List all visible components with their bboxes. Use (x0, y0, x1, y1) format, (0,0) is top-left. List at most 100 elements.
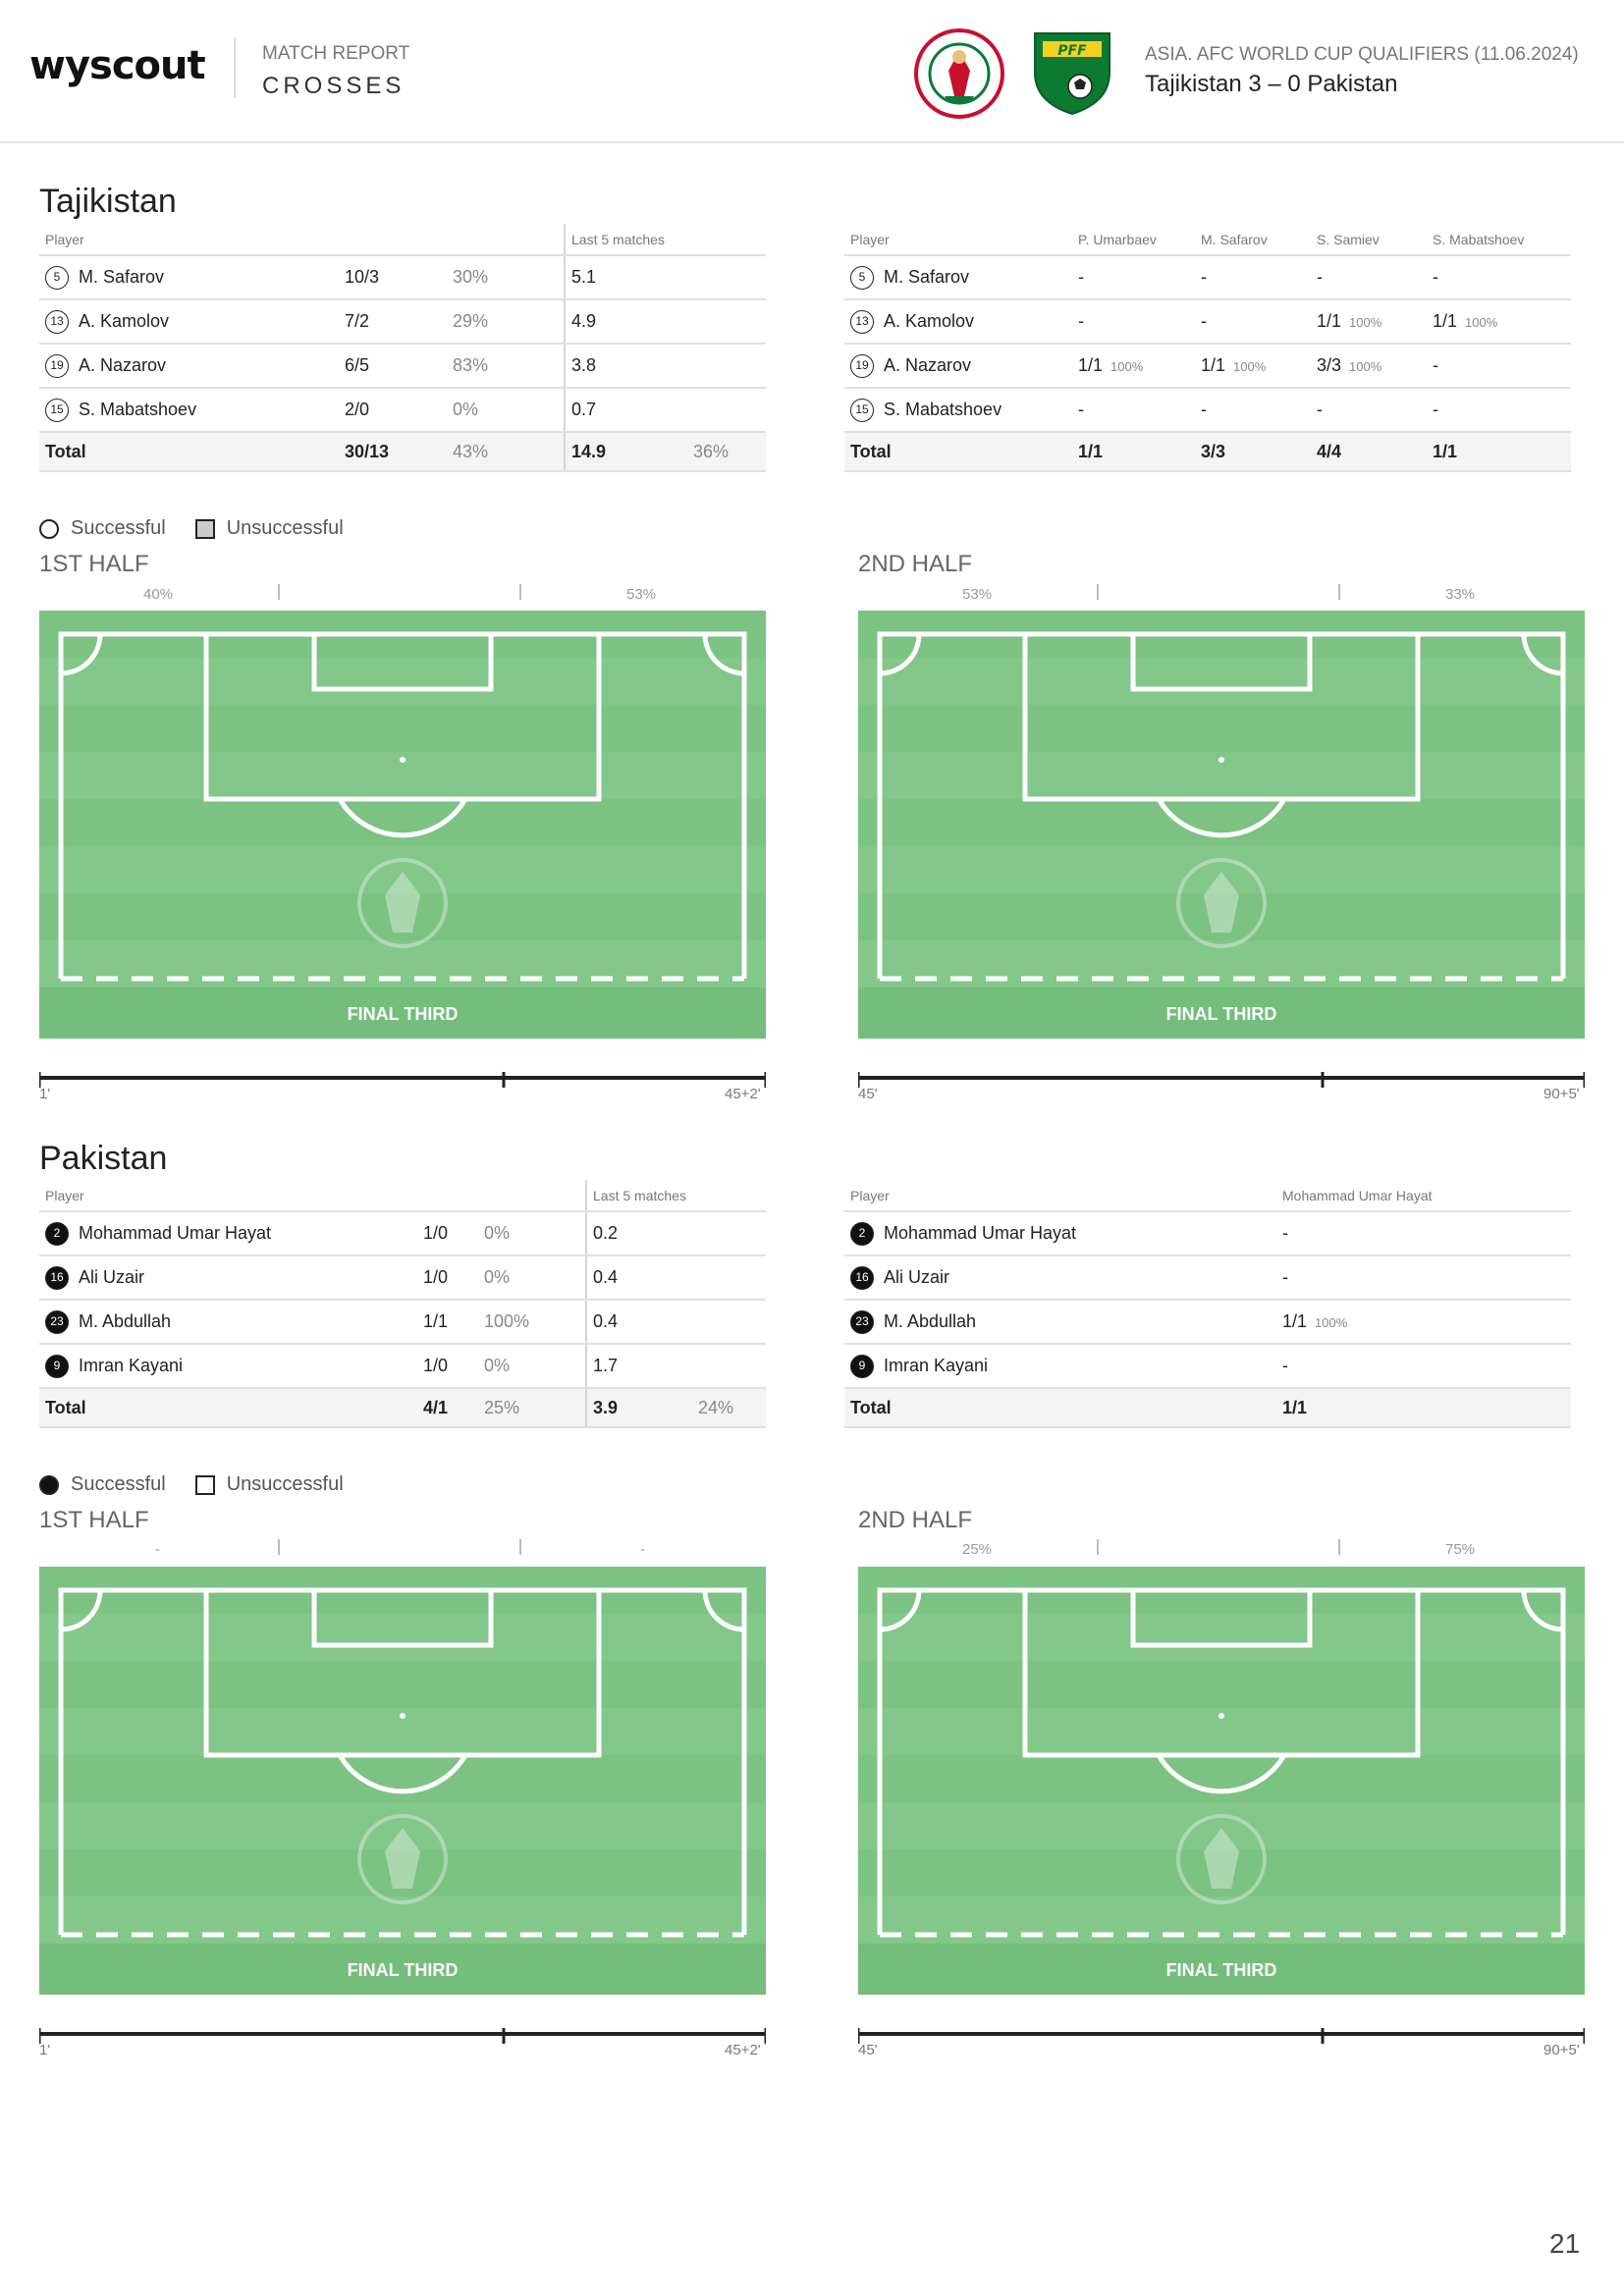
player-name: Ali Uzair (79, 1266, 145, 1287)
player-name: Ali Uzair (884, 1266, 950, 1287)
pitch-stripe (39, 658, 766, 705)
penalty-spot (400, 757, 406, 763)
cell-value: - (1317, 267, 1323, 287)
cell-value: 1/1 (1282, 1311, 1308, 1331)
accuracy-value: 29% (447, 299, 565, 345)
cell-value: - (1282, 1223, 1288, 1243)
table-row[interactable]: 9 Imran Kayani - (844, 1344, 1571, 1389)
player-name: M. Abdullah (79, 1310, 172, 1331)
team-watermark-icon (1176, 858, 1267, 948)
cell-value: - (1433, 400, 1438, 419)
team-title-pakistan: Pakistan (39, 1140, 168, 1177)
table-row[interactable]: 23 M. Abdullah 1/1 100% (844, 1300, 1571, 1345)
6-yard-box (1130, 1587, 1313, 1648)
table-row[interactable]: 19 A. Nazarov 1/1 100% 1/1 100% 3/3 100% - (844, 344, 1571, 389)
zone-pct-left: 25% (962, 1541, 993, 1558)
table-row[interactable]: 2 Mohammad Umar Hayat 1/0 0% 0.2 (39, 1211, 766, 1256)
zone-divider (519, 584, 521, 600)
col-player: Player (844, 224, 1072, 256)
cell-value: 1/1 (1201, 355, 1226, 375)
col-recipient: P. Umarbaev (1072, 224, 1195, 256)
accuracy-value: 30% (447, 255, 565, 300)
half-label: 2ND HALF (858, 551, 973, 577)
cell-pct: 100% (1110, 359, 1144, 374)
table-row[interactable]: 19 A. Nazarov 6/5 83% 3.8 (39, 344, 766, 389)
total-crosses: 4/1 (417, 1388, 478, 1428)
pff-badge: PFF (1034, 32, 1110, 116)
player-name: A. Kamolov (79, 310, 170, 331)
timeline-end: 45+2' (725, 1086, 761, 1102)
tajikistan-federation-badge (914, 28, 1004, 119)
pitch-tajikistan-1st-half: FINAL THIRD (39, 611, 766, 1039)
total-last5-pct: 36% (687, 432, 766, 472)
table-row[interactable]: 13 A. Kamolov 7/2 29% 4.9 (39, 299, 766, 345)
cell-value: - (1078, 311, 1084, 331)
corner-arc (60, 633, 103, 676)
half-label: 1ST HALF (39, 551, 149, 577)
last5-value: 0.4 (585, 1300, 692, 1345)
legend-unsuccessful: Unsuccessful (226, 1473, 344, 1495)
table-row[interactable]: 16 Ali Uzair - (844, 1255, 1571, 1301)
player-number: 19 (850, 353, 874, 378)
zone-pct-left: 53% (962, 586, 993, 603)
zone-divider (1338, 584, 1340, 600)
timeline-pakistan-1st-half (39, 2028, 766, 2044)
crosses-value: 6/5 (339, 344, 447, 389)
cell-value: 1/1 (1433, 311, 1458, 331)
legend-successful: Successful (71, 517, 166, 539)
player-name: Imran Kayani (884, 1355, 989, 1375)
cell-value: - (1201, 311, 1207, 331)
penalty-arc (1156, 1753, 1287, 1794)
player-name: Imran Kayani (79, 1355, 184, 1375)
table-row[interactable]: 2 Mohammad Umar Hayat - (844, 1211, 1571, 1256)
pitch-stripe (858, 658, 1585, 705)
timeline-end: 45+2' (725, 2042, 761, 2058)
unsuccessful-marker-icon (194, 518, 215, 539)
table-row[interactable]: 13 A. Kamolov - - 1/1 100% 1/1 100% (844, 299, 1571, 345)
cell-value: - (1317, 400, 1323, 419)
pitch-stripe (39, 1755, 766, 1802)
timeline-start: 45' (858, 2042, 878, 2058)
accuracy-value: 0% (478, 1211, 586, 1256)
corner-arc (879, 1589, 922, 1632)
zone-pct-right: 53% (626, 586, 657, 603)
total-accuracy: 25% (478, 1388, 586, 1428)
total-value: 3/3 (1195, 432, 1311, 472)
last5-value: 5.1 (564, 255, 687, 300)
table-row[interactable]: 5 M. Safarov - - - - (844, 255, 1571, 300)
table-row[interactable]: 15 S. Mabatshoev 2/0 0% 0.7 (39, 388, 766, 433)
table-row[interactable]: 5 M. Safarov 10/3 30% 5.1 (39, 255, 766, 300)
crosses-value: 1/0 (417, 1344, 478, 1389)
table-row[interactable]: 16 Ali Uzair 1/0 0% 0.4 (39, 1255, 766, 1301)
penalty-spot (1218, 757, 1224, 763)
match-score: Tajikistan 3 – 0 Pakistan (1145, 71, 1398, 97)
player-number: 13 (850, 309, 874, 334)
pitch-stripe (858, 1755, 1585, 1802)
table-row[interactable]: 15 S. Mabatshoev - - - - (844, 388, 1571, 433)
corner-arc (1521, 633, 1564, 676)
zone-divider (278, 584, 280, 600)
penalty-spot (400, 1713, 406, 1719)
table-row[interactable]: 9 Imran Kayani 1/0 0% 1.7 (39, 1344, 766, 1389)
player-number: 16 (45, 1265, 69, 1290)
half-label: 2ND HALF (858, 1507, 973, 1533)
table-row[interactable]: 23 M. Abdullah 1/1 100% 0.4 (39, 1300, 766, 1345)
accuracy-value: 100% (478, 1300, 586, 1345)
player-name: M. Safarov (884, 266, 970, 287)
pakistan-crosses-table: Player Last 5 matches 2 Mohammad Umar Hay… (39, 1180, 766, 1428)
header-divider (234, 37, 236, 98)
col-last5: Last 5 matches (564, 224, 687, 256)
pitch-stripe (39, 846, 766, 893)
crosses-value: 1/0 (417, 1211, 478, 1256)
table-total-row: Total 30/13 43% 14.9 36% (39, 432, 766, 472)
table-total-row: Total 1/1 3/3 4/4 1/1 (844, 432, 1571, 472)
player-name: A. Kamolov (884, 310, 975, 331)
pitch-tajikistan-2nd-half: FINAL THIRD (858, 611, 1585, 1039)
player-name: Mohammad Umar Hayat (79, 1222, 272, 1243)
report-title: CROSSES (262, 73, 406, 99)
pakistan-recipients-table: Player Mohammad Umar Hayat 2 Mohammad Uma… (844, 1180, 1571, 1428)
pitch-stripe (39, 1802, 766, 1849)
cell-value: - (1201, 267, 1207, 287)
player-number: 5 (850, 265, 874, 290)
pitch-stripe (39, 1661, 766, 1708)
